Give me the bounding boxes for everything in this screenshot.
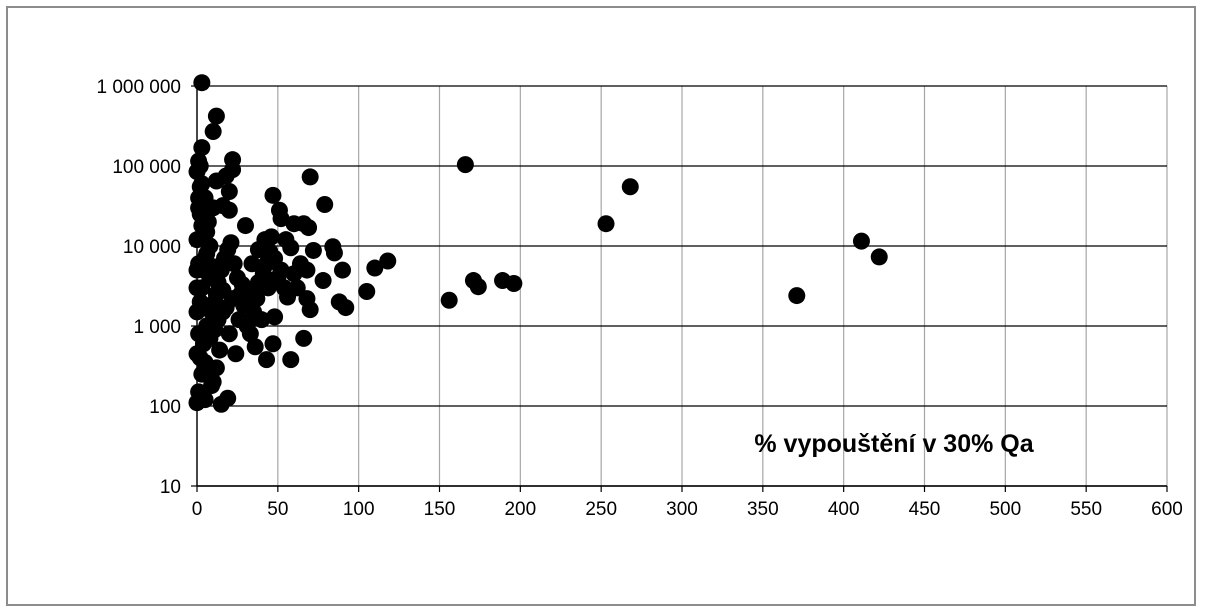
scatter-point	[261, 243, 279, 261]
scatter-point	[188, 231, 206, 249]
scatter-point	[301, 301, 319, 319]
axes: 0 50 100 150 200 250 300 350 400 450 500 550 600 10 10…	[96, 77, 1182, 520]
scatter-point	[282, 351, 300, 369]
scatter-point	[233, 276, 251, 294]
chart-annotation: % vypouštění v 30% Qa	[754, 430, 1034, 458]
data-points	[188, 74, 888, 413]
scatter-point	[193, 74, 211, 92]
scatter-point	[225, 255, 243, 273]
scatter-point	[243, 255, 261, 273]
y-tick-label: 1 000	[133, 317, 181, 338]
scatter-point	[264, 335, 282, 353]
x-tick-label: 350	[747, 499, 779, 520]
scatter-point	[870, 248, 888, 266]
scatter-point	[266, 308, 284, 326]
scatter-point	[325, 244, 343, 262]
scatter-point	[469, 278, 487, 296]
x-tick-label: 200	[504, 499, 536, 520]
scatter-point	[220, 201, 238, 219]
scatter-point	[300, 219, 318, 237]
scatter-point	[366, 259, 384, 277]
scatter-point	[456, 156, 474, 174]
x-tick-label: 600	[1151, 499, 1183, 520]
y-tick-label: 100 000	[112, 157, 181, 178]
scatter-point	[337, 299, 355, 317]
scatter-point	[224, 290, 242, 308]
scatter-point	[191, 293, 209, 311]
x-tick-label: 450	[909, 499, 941, 520]
x-tick-label: 100	[343, 499, 375, 520]
scatter-point	[193, 139, 211, 157]
scatter-point	[262, 228, 280, 246]
scatter-point	[220, 325, 238, 343]
scatter-point	[193, 175, 211, 193]
x-tick-label: 550	[1070, 499, 1102, 520]
scatter-point	[199, 213, 217, 231]
scatter-point	[264, 186, 282, 204]
x-tick-label: 250	[585, 499, 617, 520]
scatter-point	[440, 291, 458, 309]
y-tick-label: 10	[160, 477, 181, 498]
scatter-point	[258, 351, 276, 369]
y-tick-label: 100	[149, 397, 181, 418]
grid	[196, 85, 1168, 487]
scatter-point	[246, 338, 264, 356]
scatter-point	[334, 261, 351, 279]
scatter-point	[219, 389, 237, 407]
x-tick-label: 0	[192, 499, 203, 520]
chart-frame: 0 50 100 150 200 250 300 350 400 450 500 550 600 10 10…	[6, 6, 1196, 606]
scatter-point	[196, 391, 214, 409]
scatter-point	[207, 172, 225, 190]
scatter-point	[204, 258, 222, 276]
scatter-point	[272, 210, 290, 228]
scatter-point	[275, 279, 293, 297]
scatter-point	[251, 279, 269, 297]
scatter-point	[193, 279, 211, 297]
scatter-point	[358, 282, 376, 300]
scatter-point	[314, 272, 332, 290]
scatter-point	[188, 345, 206, 363]
x-tick-label: 500	[989, 499, 1021, 520]
x-tick-label: 150	[424, 499, 456, 520]
scatter-point	[379, 252, 397, 270]
scatter-point	[304, 241, 322, 259]
scatter-point	[222, 234, 240, 252]
y-tick-label: 10 000	[123, 237, 181, 258]
scatter-point	[295, 329, 313, 347]
scatter-point	[190, 189, 208, 207]
scatter-point	[241, 325, 259, 343]
scatter-chart: 0 50 100 150 200 250 300 350 400 450 500 550 600 10 10…	[96, 74, 1183, 520]
scatter-point	[282, 239, 300, 257]
scatter-point	[201, 237, 219, 255]
y-tick-label: 1 000 000	[96, 77, 181, 98]
scatter-point	[245, 303, 263, 321]
x-tick-label: 300	[666, 499, 698, 520]
x-tick-label: 50	[267, 499, 288, 520]
scatter-point	[220, 183, 238, 201]
scatter-point	[203, 377, 221, 395]
scatter-point	[852, 232, 870, 250]
scatter-point	[211, 341, 229, 359]
x-tick-label: 400	[828, 499, 860, 520]
scatter-point	[188, 261, 206, 279]
scatter-point	[788, 287, 806, 305]
scatter-point	[237, 217, 254, 235]
scatter-point	[298, 261, 316, 279]
scatter-point	[597, 215, 615, 233]
scatter-point	[621, 178, 639, 196]
scatter-point	[316, 196, 334, 214]
scatter-point	[207, 107, 225, 125]
scatter-point	[301, 168, 319, 186]
scatter-point	[209, 311, 227, 329]
scatter-point	[505, 274, 523, 292]
scatter-point	[204, 122, 222, 140]
scatter-point	[227, 345, 245, 363]
